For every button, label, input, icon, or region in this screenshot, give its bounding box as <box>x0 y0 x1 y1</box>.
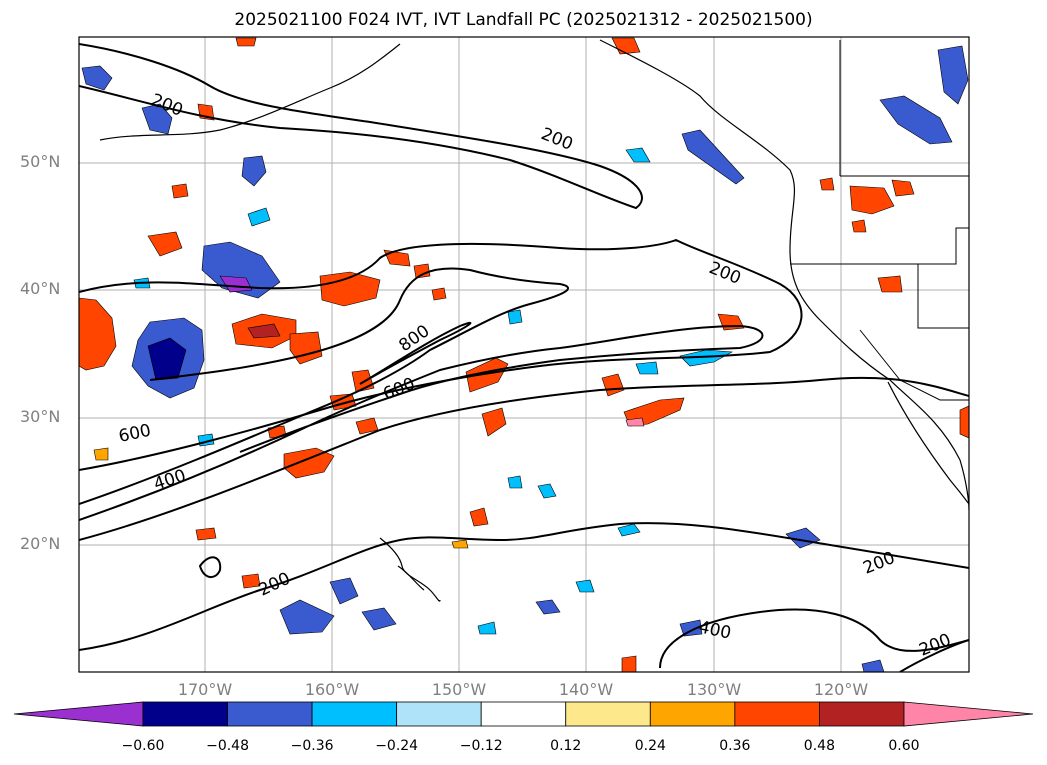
ivt-contour-600 <box>79 324 764 521</box>
ivt-contour-400-se <box>659 608 969 669</box>
ivt-contour-200-main <box>79 238 803 471</box>
colorbar-tick-label: −0.60 <box>121 738 165 754</box>
colorbar <box>13 701 1034 727</box>
ivt-contour-800 <box>359 321 472 385</box>
colorbar-tick-label: 0.60 <box>888 738 920 754</box>
colorbar-low-arrow <box>13 701 144 727</box>
gridlines <box>79 37 969 672</box>
colorbar-swatch <box>396 701 482 727</box>
lon-label-130w: 130°W <box>686 680 742 699</box>
ivt-contour-200-north <box>79 43 643 210</box>
colorbar-high-arrow <box>903 701 1034 727</box>
colorbar-swatch <box>311 701 398 727</box>
ivt-contour-200-se <box>899 639 969 672</box>
colorbar-tick-label: −0.36 <box>290 738 334 754</box>
colorbar-tick-label: 0.12 <box>550 738 582 754</box>
coastlines <box>99 39 969 602</box>
colorbar-swatch <box>734 701 820 727</box>
ivt-contour-400-main <box>79 267 569 505</box>
colorbar-tick-label: −0.12 <box>459 738 503 754</box>
colorbar-swatch <box>227 701 313 727</box>
lon-label-150w: 150°W <box>431 680 487 699</box>
map-frame <box>78 36 970 673</box>
colorbar-tick-label: 0.48 <box>803 738 835 754</box>
lon-label-140w: 140°W <box>558 680 614 699</box>
colorbar-tick-label: −0.24 <box>375 738 419 754</box>
lat-label-40n: 40°N <box>20 279 61 298</box>
colorbar-swatch <box>480 701 567 727</box>
lon-label-170w: 170°W <box>177 680 233 699</box>
colorbar-swatch <box>649 701 736 727</box>
borders <box>790 40 969 401</box>
lat-label-20n: 20°N <box>20 534 61 553</box>
page-title: 2025021100 F024 IVT, IVT Landfall PC (20… <box>234 10 813 30</box>
colorbar-swatch <box>142 701 228 727</box>
ivt-contour-200-south <box>79 522 969 651</box>
lon-label-120w: 120°W <box>813 680 869 699</box>
colorbar-tick-label: 0.36 <box>719 738 751 754</box>
colorbar-swatch <box>565 701 651 727</box>
negative-pc-shading <box>81 45 969 672</box>
colorbar-swatch <box>819 701 905 727</box>
ivt-contours <box>79 43 969 672</box>
lat-label-50n: 50°N <box>20 152 61 171</box>
colorbar-tick-label: −0.48 <box>206 738 249 754</box>
ivt-contour-400-south <box>79 376 969 541</box>
lon-label-160w: 160°W <box>304 680 360 699</box>
lat-label-30n: 30°N <box>20 407 61 426</box>
colorbar-tick-label: 0.24 <box>634 738 666 754</box>
